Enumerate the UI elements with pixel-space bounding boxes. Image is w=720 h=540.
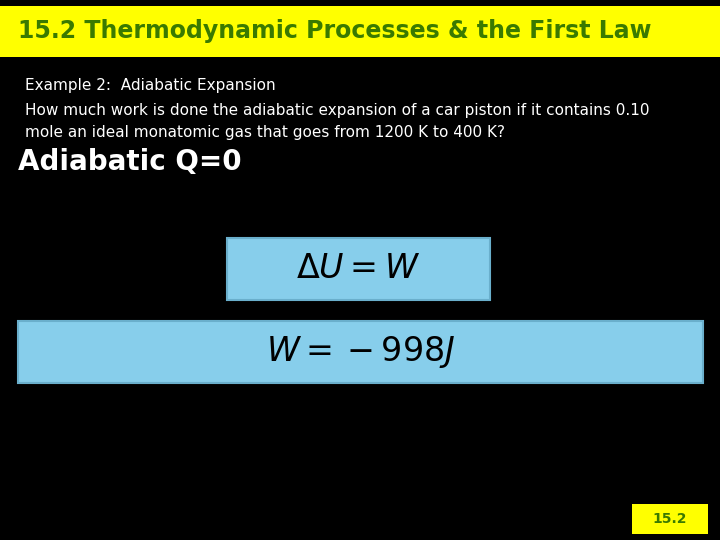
Text: 15.2 Thermodynamic Processes & the First Law: 15.2 Thermodynamic Processes & the First… <box>18 19 652 43</box>
Text: Example 2:  Adiabatic Expansion: Example 2: Adiabatic Expansion <box>25 78 276 93</box>
Text: 15.2: 15.2 <box>653 512 687 525</box>
FancyBboxPatch shape <box>227 238 490 300</box>
Text: $\Delta U = W$: $\Delta U = W$ <box>296 253 420 285</box>
Text: How much work is done the adiabatic expansion of a car piston if it contains 0.1: How much work is done the adiabatic expa… <box>25 103 649 118</box>
Text: $W = -998J$: $W = -998J$ <box>266 334 456 370</box>
Text: Adiabatic Q=0: Adiabatic Q=0 <box>18 148 242 177</box>
Text: mole an ideal monatomic gas that goes from 1200 K to 400 K?: mole an ideal monatomic gas that goes fr… <box>25 125 505 140</box>
FancyBboxPatch shape <box>18 321 703 383</box>
FancyBboxPatch shape <box>0 6 720 57</box>
FancyBboxPatch shape <box>632 504 708 534</box>
